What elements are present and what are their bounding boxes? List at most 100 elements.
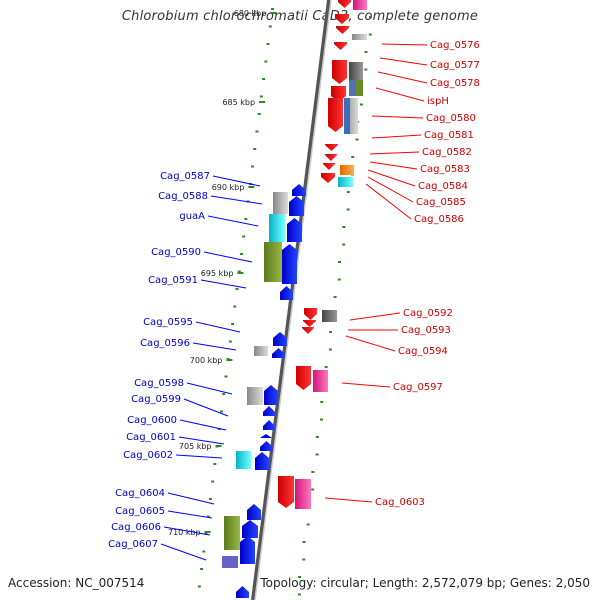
feature-box[interactable] bbox=[353, 0, 367, 10]
feature-box[interactable] bbox=[273, 192, 288, 214]
gene-arrow[interactable] bbox=[332, 60, 347, 84]
gene-label[interactable]: Cag_0582 bbox=[422, 147, 472, 158]
track-tick bbox=[233, 305, 237, 308]
track-tick bbox=[364, 68, 368, 71]
gene-arrow[interactable] bbox=[303, 320, 316, 327]
feature-box[interactable] bbox=[352, 34, 367, 40]
gene-label[interactable]: guaA bbox=[179, 211, 205, 222]
gene-label[interactable]: Cag_0607 bbox=[108, 539, 158, 550]
gene-arrow[interactable] bbox=[336, 26, 349, 34]
gene-arrow[interactable] bbox=[264, 385, 278, 405]
feature-box[interactable] bbox=[295, 479, 311, 509]
track-tick bbox=[337, 261, 341, 263]
gene-label[interactable]: Cag_0594 bbox=[398, 346, 448, 357]
gene-arrow[interactable] bbox=[287, 218, 302, 242]
gene-arrow[interactable] bbox=[296, 366, 311, 390]
gene-arrow[interactable] bbox=[325, 154, 337, 161]
gene-arrow[interactable] bbox=[282, 244, 297, 284]
label-leader-line bbox=[369, 161, 418, 170]
gene-label[interactable]: Cag_0595 bbox=[143, 317, 193, 328]
gene-label[interactable]: Cag_0602 bbox=[123, 450, 173, 461]
gene-arrow[interactable] bbox=[272, 348, 285, 358]
gene-label[interactable]: Cag_0605 bbox=[115, 506, 165, 517]
gene-arrow[interactable] bbox=[334, 42, 347, 50]
gene-label[interactable]: Cag_0580 bbox=[426, 113, 476, 124]
gene-label[interactable]: Cag_0592 bbox=[403, 308, 453, 319]
track-tick bbox=[355, 138, 359, 141]
feature-box[interactable] bbox=[356, 80, 363, 96]
gene-arrow[interactable] bbox=[280, 286, 293, 300]
gene-label[interactable]: Cag_0599 bbox=[131, 394, 181, 405]
feature-box[interactable] bbox=[344, 98, 350, 134]
gene-arrow[interactable] bbox=[335, 14, 349, 24]
kbp-label: 705 kbp bbox=[179, 442, 212, 451]
gene-label[interactable]: Cag_0598 bbox=[134, 378, 184, 389]
feature-box[interactable] bbox=[313, 370, 328, 392]
label-leader-line bbox=[341, 382, 391, 388]
gene-label[interactable]: Cag_0601 bbox=[126, 432, 176, 443]
gene-label[interactable]: Cag_0587 bbox=[160, 171, 210, 182]
gene-arrow[interactable] bbox=[273, 332, 287, 346]
gene-arrow[interactable] bbox=[263, 420, 275, 430]
label-leader-line bbox=[379, 57, 428, 66]
track-tick bbox=[368, 33, 372, 36]
gene-arrow[interactable] bbox=[325, 144, 338, 151]
gene-label[interactable]: Cag_0596 bbox=[140, 338, 190, 349]
gene-label[interactable]: Cag_0577 bbox=[430, 60, 480, 71]
feature-box[interactable] bbox=[222, 556, 238, 568]
gene-label[interactable]: Cag_0603 bbox=[375, 497, 425, 508]
gene-label[interactable]: Cag_0586 bbox=[414, 214, 464, 225]
feature-box[interactable] bbox=[264, 242, 282, 282]
gene-arrow[interactable] bbox=[321, 173, 335, 183]
gene-arrow[interactable] bbox=[247, 504, 261, 520]
feature-box[interactable] bbox=[236, 451, 251, 469]
label-leader-line bbox=[375, 87, 425, 102]
gene-label[interactable]: Cag_0584 bbox=[418, 181, 468, 192]
gene-arrow[interactable] bbox=[240, 536, 255, 564]
feature-box[interactable] bbox=[322, 310, 337, 322]
label-leader-line bbox=[175, 454, 223, 459]
gene-label[interactable]: Cag_0588 bbox=[158, 191, 208, 202]
gene-label[interactable]: Cag_0606 bbox=[111, 522, 161, 533]
gene-label[interactable]: Cag_0581 bbox=[424, 130, 474, 141]
gene-label[interactable]: Cag_0578 bbox=[430, 78, 480, 89]
gene-label[interactable]: Cag_0590 bbox=[151, 247, 201, 258]
feature-box[interactable] bbox=[224, 516, 240, 550]
gene-arrow[interactable] bbox=[304, 308, 317, 320]
label-leader-line bbox=[203, 251, 253, 263]
gene-arrow[interactable] bbox=[260, 434, 272, 438]
feature-box[interactable] bbox=[247, 387, 263, 405]
feature-box[interactable] bbox=[340, 165, 354, 175]
feature-box[interactable] bbox=[269, 214, 285, 242]
gene-arrow[interactable] bbox=[242, 520, 258, 538]
gene-arrow[interactable] bbox=[260, 441, 273, 451]
track-tick bbox=[237, 270, 241, 273]
track-tick bbox=[231, 323, 235, 325]
gene-arrow[interactable] bbox=[292, 184, 306, 196]
gene-label[interactable]: Cag_0576 bbox=[430, 40, 480, 51]
gene-label[interactable]: Cag_0604 bbox=[115, 488, 165, 499]
gene-arrow[interactable] bbox=[338, 0, 351, 8]
gene-arrow[interactable] bbox=[278, 476, 294, 508]
kbp-label: 685 kbp bbox=[222, 98, 255, 107]
gene-arrow[interactable] bbox=[263, 406, 275, 416]
gene-arrow[interactable] bbox=[328, 98, 343, 132]
gene-arrow[interactable] bbox=[302, 327, 314, 334]
feature-box[interactable] bbox=[254, 346, 268, 356]
feature-box[interactable] bbox=[338, 177, 353, 187]
track-tick bbox=[255, 130, 259, 133]
gene-arrow[interactable] bbox=[289, 196, 304, 216]
track-tick bbox=[315, 436, 319, 438]
gene-label[interactable]: ispH bbox=[427, 96, 449, 107]
gene-arrow[interactable] bbox=[323, 163, 335, 170]
gene-label[interactable]: Cag_0585 bbox=[416, 197, 466, 208]
gene-label[interactable]: Cag_0591 bbox=[148, 275, 198, 286]
label-leader-line bbox=[167, 492, 215, 505]
gene-label[interactable]: Cag_0583 bbox=[420, 164, 470, 175]
gene-label[interactable]: Cag_0597 bbox=[393, 382, 443, 393]
feature-box[interactable] bbox=[349, 80, 356, 96]
gene-label[interactable]: Cag_0593 bbox=[401, 325, 451, 336]
gene-arrow[interactable] bbox=[255, 452, 269, 470]
gene-label[interactable]: Cag_0600 bbox=[127, 415, 177, 426]
gene-arrow[interactable] bbox=[236, 586, 249, 598]
